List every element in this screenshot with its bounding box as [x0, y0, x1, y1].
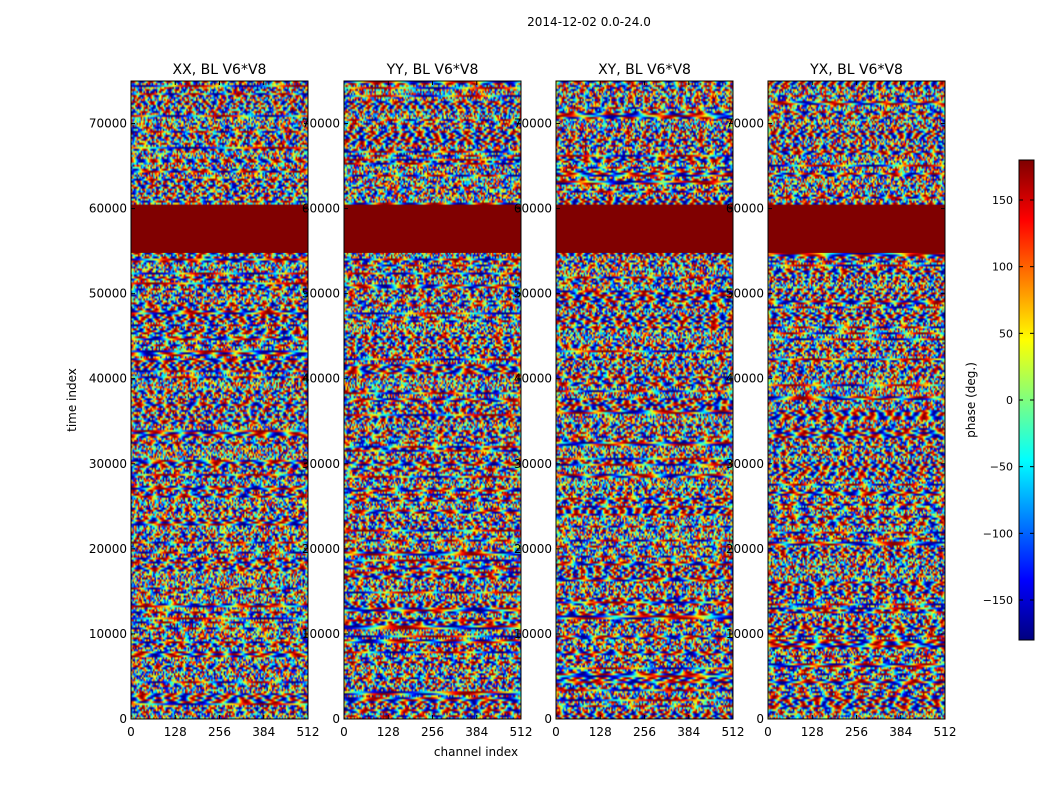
y-tick-label: 10000: [89, 627, 127, 641]
x-tick-label: 384: [889, 725, 912, 739]
y-tick-label: 30000: [302, 457, 340, 471]
x-tick-label: 0: [552, 725, 560, 739]
x-tick-label: 512: [510, 725, 533, 739]
y-tick-label: 0: [119, 712, 127, 726]
colorbar-tick-label: 50: [999, 327, 1013, 340]
panel-yx: YX, BL V6*V8 0 128 256 384 512 0 10000 20000 3000…: [726, 62, 957, 739]
colorbar: −150 −100 −50 0 50 100 150 phase (deg.): [964, 159, 1035, 641]
x-tick-label: 0: [340, 725, 348, 739]
y-tick-label: 20000: [302, 542, 340, 556]
y-tick-label: 30000: [726, 457, 764, 471]
y-tick-label: 60000: [89, 202, 127, 216]
x-tick-label: 128: [801, 725, 824, 739]
colorbar-label: phase (deg.): [964, 362, 978, 438]
phase-heatmap-xy: [556, 81, 733, 719]
y-tick-label: 40000: [302, 372, 340, 386]
x-tick-label: 384: [465, 725, 488, 739]
x-tick-label: 384: [677, 725, 700, 739]
x-tick-label: 256: [845, 725, 868, 739]
y-tick-label: 50000: [302, 287, 340, 301]
panel-xy: XY, BL V6*V8 0 128 256 384 512 0 10000 20000 3000…: [514, 62, 745, 739]
y-axis-label: time index: [65, 368, 79, 432]
colorbar-tick-label: 100: [992, 261, 1013, 274]
x-tick-label: 256: [633, 725, 656, 739]
colorbar-tick-label: −150: [983, 594, 1013, 607]
y-tick-label: 50000: [514, 287, 552, 301]
x-tick-label: 256: [208, 725, 231, 739]
colorbar-tick-label: 0: [1006, 394, 1013, 407]
x-tick-label: 512: [722, 725, 745, 739]
y-tick-label: 30000: [514, 457, 552, 471]
panel-title: YY, BL V6*V8: [386, 62, 479, 78]
panel-title: YX, BL V6*V8: [809, 62, 903, 78]
figure-suptitle: 2014-12-02 0.0-24.0: [527, 15, 651, 29]
y-tick-label: 20000: [514, 542, 552, 556]
y-tick-label: 0: [544, 712, 552, 726]
y-tick-label: 70000: [726, 117, 764, 131]
y-tick-label: 70000: [514, 117, 552, 131]
panel-title: XX, BL V6*V8: [173, 62, 267, 78]
colorbar-tick-label: −50: [990, 461, 1013, 474]
x-tick-label: 0: [127, 725, 135, 739]
panel-yy: YY, BL V6*V8 0 128 256 384 512 0 10000 20000 3000…: [302, 62, 533, 739]
y-tick-label: 40000: [89, 372, 127, 386]
y-tick-label: 60000: [514, 202, 552, 216]
phase-heatmap-yy: [344, 81, 521, 719]
panel-title: XY, BL V6*V8: [598, 62, 691, 78]
y-tick-label: 60000: [726, 202, 764, 216]
x-tick-label: 512: [934, 725, 957, 739]
y-tick-label: 20000: [726, 542, 764, 556]
y-tick-label: 20000: [89, 542, 127, 556]
y-tick-label: 0: [332, 712, 340, 726]
y-tick-label: 30000: [89, 457, 127, 471]
x-tick-label: 128: [589, 725, 612, 739]
y-tick-label: 50000: [726, 287, 764, 301]
y-tick-label: 50000: [89, 287, 127, 301]
x-tick-label: 384: [252, 725, 275, 739]
flagged-band-yy: [344, 205, 521, 253]
flagged-band-xy: [556, 205, 733, 253]
x-tick-label: 256: [421, 725, 444, 739]
y-tick-label: 10000: [726, 627, 764, 641]
y-tick-label: 10000: [514, 627, 552, 641]
x-tick-label: 128: [377, 725, 400, 739]
y-tick-label: 40000: [726, 372, 764, 386]
x-axis-label: channel index: [434, 745, 518, 759]
x-tick-label: 0: [764, 725, 772, 739]
phase-heatmap-xx: [131, 81, 308, 719]
colorbar-tick-label: −100: [983, 527, 1013, 540]
flagged-band-xx: [131, 205, 308, 253]
flagged-band-yx: [768, 205, 945, 253]
x-tick-label: 512: [297, 725, 320, 739]
y-tick-label: 70000: [89, 117, 127, 131]
panels: XX, BL V6*V8 0 128 256 384 512 0 10000 20000 3000…: [89, 62, 957, 739]
y-tick-label: 0: [756, 712, 764, 726]
phase-heatmap-yx: [768, 81, 945, 719]
colorbar-tick-label: 150: [992, 194, 1013, 207]
y-tick-label: 70000: [302, 117, 340, 131]
panel-xx: XX, BL V6*V8 0 128 256 384 512 0 10000 20000 3000…: [89, 62, 320, 739]
y-tick-label: 10000: [302, 627, 340, 641]
x-tick-label: 128: [164, 725, 187, 739]
y-tick-label: 60000: [302, 202, 340, 216]
y-tick-label: 40000: [514, 372, 552, 386]
